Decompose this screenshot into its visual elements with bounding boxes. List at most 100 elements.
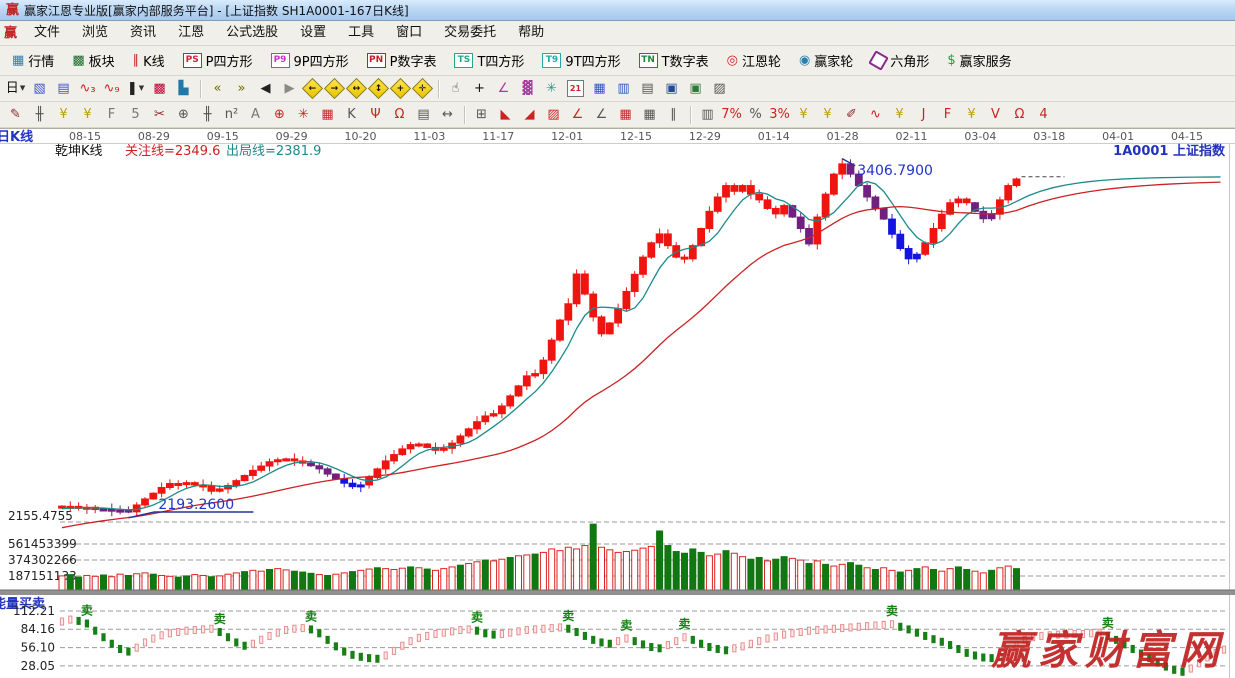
pct-icon[interactable]: % bbox=[749, 107, 762, 122]
gann-grid-icon[interactable]: ╫ bbox=[35, 107, 44, 122]
last-page-icon[interactable]: » bbox=[237, 81, 246, 96]
t-square-button[interactable]: TS T四方形 bbox=[446, 48, 532, 73]
notes-icon[interactable]: ▤ bbox=[57, 81, 70, 96]
first-page-icon[interactable]: « bbox=[213, 81, 222, 96]
gann-wheel-button[interactable]: ◎ 江恩轮 bbox=[719, 48, 789, 73]
quotes-button[interactable]: ▦ 行情 bbox=[4, 48, 62, 73]
target-circle-icon[interactable]: ⊕ bbox=[274, 107, 285, 122]
prev-bar-icon[interactable]: ◀ bbox=[260, 81, 271, 96]
red-stamp-icon[interactable]: ▩ bbox=[153, 81, 166, 96]
save-web-icon[interactable]: ▣ bbox=[689, 81, 702, 96]
save-icon[interactable]: ▣ bbox=[665, 81, 678, 96]
bars-tool-icon[interactable]: ▥ bbox=[701, 107, 714, 122]
zoom-diamond-hfit-icon[interactable]: ↔ bbox=[345, 77, 368, 100]
t-number-button-icon: TN bbox=[638, 53, 658, 68]
hexagon-button[interactable]: 六角形 bbox=[863, 48, 937, 73]
candle-style-dropdown[interactable]: ❚ ▼ bbox=[126, 81, 145, 96]
box-grid-icon[interactable]: ⊞ bbox=[476, 107, 487, 122]
fan-box-icon[interactable]: ◢ bbox=[524, 107, 535, 122]
p-number-button[interactable]: PN P数字表 bbox=[359, 48, 445, 73]
menu-item-8[interactable]: 交易委托 bbox=[444, 25, 497, 40]
wave-9-icon[interactable]: ∿₉ bbox=[103, 81, 120, 96]
parallel-lines-icon[interactable]: ∥ bbox=[670, 107, 677, 122]
win-tool-icon[interactable]: Ω bbox=[394, 107, 405, 122]
menu-item-9[interactable]: 帮助 bbox=[518, 25, 545, 40]
zoom-diamond-left-icon[interactable]: ← bbox=[301, 77, 324, 100]
web-circle-icon[interactable]: ✳ bbox=[298, 107, 309, 122]
red-grid2-icon[interactable]: ▦ bbox=[619, 107, 632, 122]
next-bar-icon[interactable]: ▶ bbox=[284, 81, 295, 96]
angle-measure-icon[interactable]: ∠ bbox=[497, 81, 510, 96]
crosshair-icon[interactable]: + bbox=[474, 81, 485, 96]
shen-tool-icon[interactable]: Ψ bbox=[370, 107, 381, 122]
win-line-icon[interactable]: Ω bbox=[1014, 107, 1025, 122]
f-line-icon[interactable]: F bbox=[943, 107, 952, 122]
circle-cross-icon[interactable]: ⊕ bbox=[178, 107, 189, 122]
menu-item-4[interactable]: 公式选股 bbox=[226, 25, 279, 40]
kline-button[interactable]: ∥ K线 bbox=[125, 48, 173, 73]
wave-3-icon[interactable]: ∿₃ bbox=[79, 81, 96, 96]
menu-item-1[interactable]: 浏览 bbox=[82, 25, 109, 40]
p-square-button[interactable]: PS P四方形 bbox=[175, 48, 261, 73]
j-line-icon[interactable]: J bbox=[921, 107, 926, 122]
notebook-icon[interactable]: ▤ bbox=[641, 81, 654, 96]
matrix-icon[interactable]: ▦ bbox=[321, 107, 334, 122]
pencil-tool-icon[interactable]: ✎ bbox=[10, 107, 21, 122]
pct7-icon[interactable]: 7% bbox=[721, 107, 742, 122]
angle-line-icon[interactable]: ∠ bbox=[571, 107, 584, 122]
gold-under-icon[interactable]: ¥ bbox=[895, 107, 904, 122]
color-chart-icon[interactable]: ▙ bbox=[178, 81, 189, 96]
fibonacci-f-icon[interactable]: F bbox=[107, 107, 116, 122]
speed-line-icon[interactable]: V bbox=[991, 107, 1000, 122]
menu-item-2[interactable]: 资讯 bbox=[130, 25, 157, 40]
angle-line2-icon[interactable]: ∠ bbox=[595, 107, 608, 122]
ruler-123-icon[interactable]: ▤ bbox=[417, 107, 430, 122]
zoom-diamond-right-icon[interactable]: → bbox=[323, 77, 346, 100]
fan-lines-icon[interactable]: ◣ bbox=[500, 107, 511, 122]
winner-service-button[interactable]: $ 赢家服务 bbox=[939, 48, 1019, 73]
sectors-button[interactable]: ▩ 板块 bbox=[64, 48, 122, 73]
zoom-diamond-vfit-icon[interactable]: ↕ bbox=[367, 77, 390, 100]
gold-slash-icon[interactable]: ¥ bbox=[967, 107, 976, 122]
zoom-diamond-fit-icon[interactable]: + bbox=[389, 77, 412, 100]
menu-item-6[interactable]: 工具 bbox=[348, 25, 375, 40]
cut-tool-icon[interactable]: ✂ bbox=[154, 107, 165, 122]
golden-box-icon[interactable]: ¥ bbox=[83, 107, 92, 122]
golden-section-icon[interactable]: ¥ bbox=[59, 107, 68, 122]
oscillator-mark bbox=[873, 621, 878, 630]
trough-pointer-line bbox=[128, 511, 254, 519]
report-icon[interactable]: ▥ bbox=[617, 81, 630, 96]
hspan-icon[interactable]: ↔ bbox=[442, 107, 453, 122]
period-dropdown[interactable]: 日 ▼ bbox=[5, 81, 26, 96]
pattern-zigzag-icon[interactable]: ▧ bbox=[33, 81, 46, 96]
four-line-icon[interactable]: 4 bbox=[1039, 107, 1048, 122]
brush-tool-icon[interactable]: ✐ bbox=[846, 107, 857, 122]
gray-grid-icon[interactable]: ▦ bbox=[643, 107, 656, 122]
menu-item-0[interactable]: 文件 bbox=[34, 25, 61, 40]
t9-square-button[interactable]: T9 9T四方形 bbox=[534, 48, 628, 73]
gold-circle-icon[interactable]: ¥ bbox=[799, 107, 808, 122]
t-number-button[interactable]: TN T数字表 bbox=[631, 48, 717, 73]
angle-a-icon[interactable]: A bbox=[251, 107, 260, 122]
zoom-diamond-all-icon[interactable]: ✛ bbox=[411, 77, 434, 100]
pct3-icon[interactable]: 3% bbox=[769, 107, 790, 122]
wave-gold-icon[interactable]: ∿ bbox=[870, 107, 881, 122]
menu-item-7[interactable]: 窗口 bbox=[396, 25, 423, 40]
chip-distribution-icon[interactable]: ▓ bbox=[522, 81, 533, 96]
menu-item-3[interactable]: 江恩 bbox=[178, 25, 205, 40]
gann-flower-icon[interactable]: ✳ bbox=[546, 81, 557, 96]
spiral-icon[interactable]: 5 bbox=[131, 107, 140, 122]
k-quote-icon[interactable]: Κ bbox=[347, 107, 356, 122]
calculator-icon[interactable]: ▦ bbox=[593, 81, 606, 96]
winner-wheel-button[interactable]: ◉ 赢家轮 bbox=[791, 48, 861, 73]
grid-tool-icon[interactable]: ╫ bbox=[203, 107, 212, 122]
export-icon[interactable]: ▨ bbox=[713, 81, 726, 96]
menu-item-5[interactable]: 设置 bbox=[300, 25, 327, 40]
n2-grid-icon[interactable]: n² bbox=[224, 107, 239, 122]
kline-chart[interactable]: 08-15 08-29 09-15 09-29 10-20 11-03 11-17 12-01… bbox=[0, 128, 1235, 678]
fan-box2-icon[interactable]: ▨ bbox=[547, 107, 560, 122]
p9-square-button[interactable]: P9 9P四方形 bbox=[263, 48, 357, 73]
gold-line-icon[interactable]: ¥ bbox=[823, 107, 832, 122]
hand-pan-icon[interactable]: ☝ bbox=[451, 81, 460, 96]
calendar-icon[interactable]: 21 bbox=[564, 78, 587, 100]
